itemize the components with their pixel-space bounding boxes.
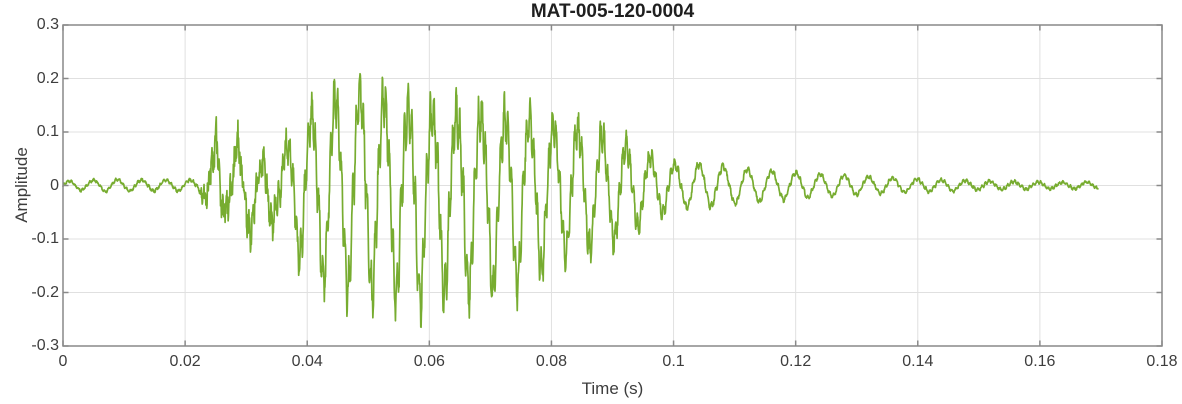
y-tick-label: 0.2 [36,69,59,87]
y-tick-label: 0.3 [36,16,59,33]
grid-lines [63,25,1162,346]
x-tick-label: 0.04 [291,353,323,370]
x-tick-label: 0.06 [413,353,445,370]
x-tick-label: 0.16 [1024,353,1056,370]
x-tick-label: 0.18 [1146,353,1178,370]
x-tick-label: 0.12 [780,353,812,370]
x-tick-label: 0.02 [169,353,201,370]
y-tick-label: -0.1 [31,230,59,247]
y-tick-label: -0.3 [31,337,59,354]
y-tick-label: -0.2 [31,283,59,301]
y-tick-label: 0.1 [36,123,59,140]
x-tick-label: 0 [58,353,68,370]
y-tick-label: 0 [50,176,59,194]
x-axis-label: Time (s) [581,379,644,398]
x-tick-label: 0.08 [535,353,568,370]
chart-title: MAT-005-120-0004 [530,1,695,22]
x-tick-label: 0.14 [902,353,934,370]
waveform-trace [62,72,1099,329]
axis-box [62,24,1163,347]
x-tick-label: 0.1 [662,353,685,370]
y-axis-label: Amplitude [12,147,31,223]
